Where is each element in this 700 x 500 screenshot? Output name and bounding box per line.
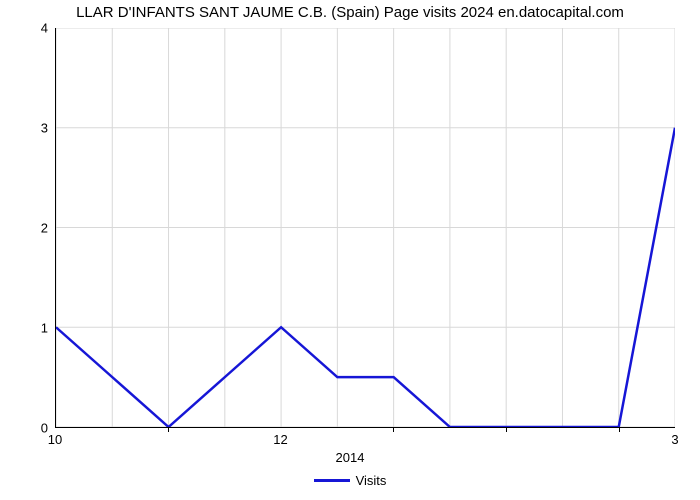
x-minor-tick [506, 428, 507, 432]
y-tick-label: 1 [8, 321, 48, 336]
x-tick-label: 12 [273, 432, 287, 447]
y-tick-label: 4 [8, 21, 48, 36]
x-tick-label: 10 [48, 432, 62, 447]
x-minor-tick [393, 428, 394, 432]
plot-area [55, 28, 675, 428]
legend-swatch [314, 479, 350, 482]
y-tick-label: 2 [8, 221, 48, 236]
series-layer [56, 28, 675, 427]
chart-title: LLAR D'INFANTS SANT JAUME C.B. (Spain) P… [0, 4, 700, 21]
legend-label: Visits [356, 473, 387, 488]
y-tick-label: 3 [8, 121, 48, 136]
legend: Visits [0, 472, 700, 488]
x-minor-tick [168, 428, 169, 432]
y-tick-label: 0 [8, 421, 48, 436]
x-axis-label: 2014 [0, 450, 700, 465]
x-tick-label: 3 [671, 432, 678, 447]
x-minor-tick [619, 428, 620, 432]
